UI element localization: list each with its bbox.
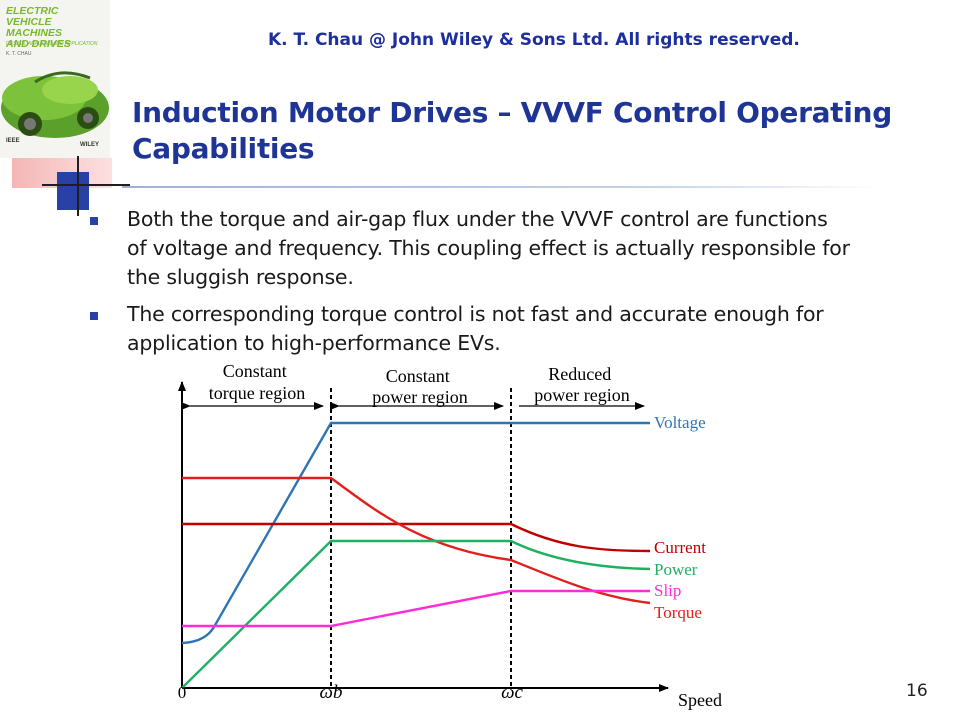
bullet-marker-icon — [90, 312, 98, 320]
copyright-notice: K. T. Chau @ John Wiley & Sons Ltd. All … — [268, 30, 800, 50]
region-label-constant-power: Constant power region — [372, 366, 467, 407]
region-label-reduced-power: Reduced power region — [534, 364, 629, 405]
decorative-cross — [0, 150, 130, 220]
torque-label: Torque — [654, 603, 702, 622]
book-cover-publisher-wiley: WILEY — [80, 142, 99, 148]
power-curve — [181, 539, 651, 689]
slide-title-line-2: Capabilities — [132, 132, 315, 165]
omega-c-label: ωc — [501, 682, 523, 703]
current-label: Current — [654, 538, 706, 557]
bullet-marker-icon — [90, 217, 98, 225]
book-cover-author: K. T. CHAU — [6, 51, 32, 57]
book-cover-subtitle: DESIGN, ANALYSIS AND APPLICATION — [6, 41, 98, 47]
title-underline — [122, 186, 882, 188]
bullet-item: The corresponding torque control is not … — [90, 300, 850, 358]
slip-label: Slip — [654, 581, 681, 600]
bullet-item: Both the torque and air-gap flux under t… — [90, 205, 850, 292]
origin-label: 0 — [178, 683, 187, 702]
region-label-constant-torque: Constant torque region — [209, 361, 305, 403]
torque-curve — [182, 476, 651, 605]
bullet-text: The corresponding torque control is not … — [127, 302, 824, 355]
slip-curve — [182, 589, 650, 628]
page-number: 16 — [906, 681, 928, 701]
bullet-text: Both the torque and air-gap flux under t… — [127, 207, 850, 289]
speed-axis-label: Speed — [678, 690, 722, 710]
book-cover-title: ELECTRIC VEHICLE MACHINES AND DRIVES — [6, 5, 71, 50]
omega-b-label: ωb — [320, 682, 343, 703]
decorative-horizontal-line — [42, 184, 130, 186]
book-cover-publisher-ieee: IEEE — [6, 138, 20, 144]
bullet-list: Both the torque and air-gap flux under t… — [90, 205, 850, 366]
power-label: Power — [654, 560, 698, 579]
decorative-blue-block — [57, 172, 89, 210]
voltage-label: Voltage — [654, 413, 706, 432]
decorative-vertical-line — [77, 156, 79, 216]
current-curve — [182, 522, 651, 553]
book-cover: ELECTRIC VEHICLE MACHINES AND DRIVES DES… — [0, 0, 110, 158]
slide-title-line-1: Induction Motor Drives – VVVF Control Op… — [132, 96, 892, 129]
slide-title: Induction Motor Drives – VVVF Control Op… — [132, 95, 942, 167]
book-cover-car-image — [1, 71, 109, 138]
